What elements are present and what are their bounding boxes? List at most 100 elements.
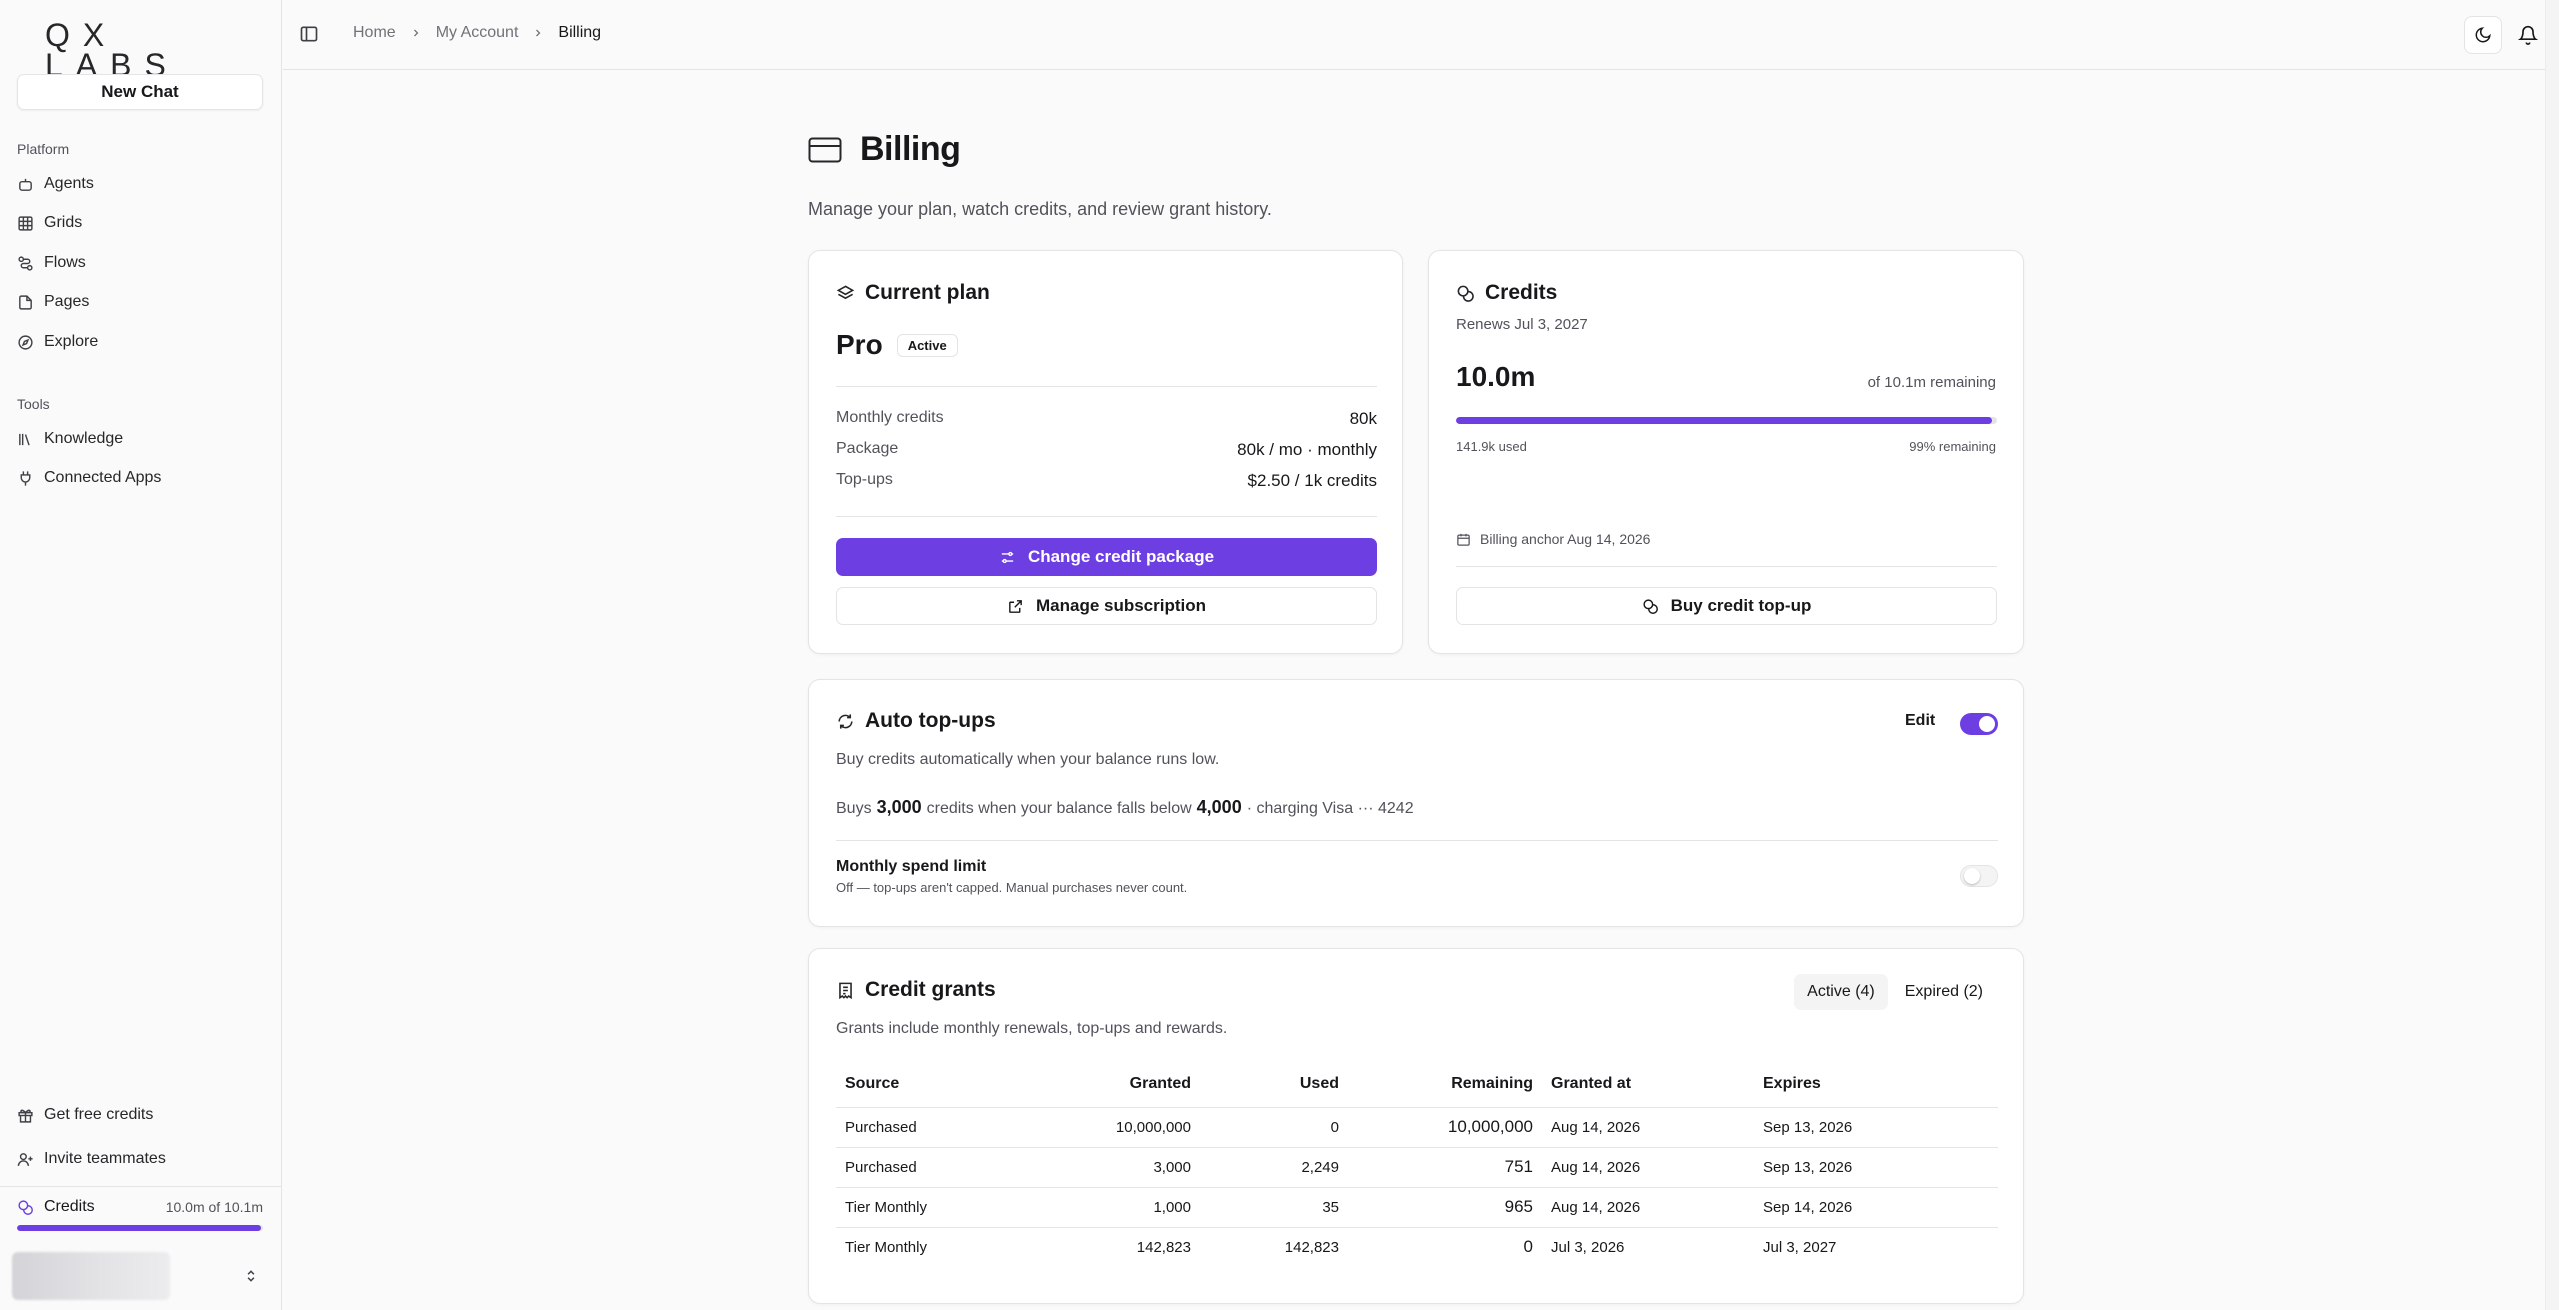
plan-name: Pro bbox=[836, 329, 883, 360]
sidebar-divider bbox=[0, 1186, 282, 1187]
notifications-button[interactable] bbox=[2509, 16, 2547, 54]
gift-icon bbox=[18, 1109, 33, 1123]
breadcrumb-my-account[interactable]: My Account bbox=[435, 24, 519, 41]
sidebar-item-label: Flows bbox=[44, 254, 86, 271]
invite-teammates-button[interactable]: Invite teammates bbox=[17, 1143, 263, 1175]
breadcrumb-home[interactable]: Home bbox=[353, 24, 396, 41]
buy-credit-top-up-label: Buy credit top-up bbox=[1670, 596, 1812, 615]
calendar-icon bbox=[1457, 533, 1470, 546]
credits-used: 141.9k used bbox=[1456, 439, 1527, 454]
library-icon bbox=[19, 433, 30, 445]
grid-icon bbox=[18, 215, 33, 231]
current-plan-heading: Current plan bbox=[836, 281, 990, 305]
sidebar-item-knowledge[interactable]: Knowledge bbox=[17, 423, 263, 455]
monthly-spend-limit-title: Monthly spend limit bbox=[836, 858, 987, 875]
theme-toggle-button[interactable] bbox=[2464, 16, 2502, 54]
chevrons-up-down-icon bbox=[247, 1270, 255, 1282]
tab-expired[interactable]: Expired (2) bbox=[1904, 983, 1983, 1000]
get-free-credits-button[interactable]: Get free credits bbox=[17, 1099, 263, 1131]
auto-topups-toggle[interactable] bbox=[1960, 713, 1998, 735]
breadcrumb: Home My Account Billing bbox=[353, 24, 601, 42]
credits-progress-fill bbox=[17, 1225, 261, 1231]
divider bbox=[1456, 566, 1997, 567]
cell-used: 0 bbox=[1200, 1107, 1348, 1148]
change-credit-package-button[interactable]: Change credit package bbox=[836, 538, 1377, 576]
credit-grants-card: Credit grants Active (4) Expired (2) Gra… bbox=[808, 948, 2024, 1304]
edit-auto-topups-button[interactable]: Edit bbox=[1905, 712, 1936, 729]
monthly-spend-limit-toggle[interactable] bbox=[1960, 865, 1998, 887]
cell-remaining: 965 bbox=[1348, 1187, 1542, 1228]
sidebar-item-connected-apps[interactable]: Connected Apps bbox=[17, 462, 263, 494]
coins-icon bbox=[1643, 598, 1658, 614]
cell-used: 35 bbox=[1200, 1187, 1348, 1228]
current-plan-title: Current plan bbox=[865, 281, 990, 304]
page-subtitle: Manage your plan, watch credits, and rev… bbox=[808, 199, 1272, 219]
sidebar-item-flows[interactable]: Flows bbox=[17, 247, 263, 279]
cell-source: Tier Monthly bbox=[836, 1187, 976, 1228]
current-plan-card: Current plan Pro Active Monthly credits … bbox=[808, 250, 1403, 654]
cell-granted: 142,823 bbox=[1136, 1238, 1191, 1256]
table-row: Purchased 3,000 2,249 751 Aug 14, 2026 S… bbox=[836, 1147, 1998, 1188]
compass-icon bbox=[18, 334, 33, 350]
table-row: Purchased 10,000,000 0 10,000,000 Aug 14… bbox=[836, 1107, 1998, 1148]
receipt-icon bbox=[839, 982, 852, 999]
sidebar-item-label: Explore bbox=[44, 333, 99, 350]
avatar bbox=[12, 1252, 170, 1300]
auto-topups-heading: Auto top-ups bbox=[836, 709, 996, 733]
manage-subscription-button[interactable]: Manage subscription bbox=[836, 587, 1377, 625]
credits-label-wrap: Credits bbox=[17, 1198, 95, 1216]
cell-granted: 1,000 bbox=[976, 1187, 1200, 1228]
auto-topups-description: Buy credits automatically when your bala… bbox=[836, 751, 1220, 768]
chevron-right-icon bbox=[536, 29, 541, 37]
buy-credit-top-up-button[interactable]: Buy credit top-up bbox=[1456, 587, 1997, 625]
chevron-right-icon bbox=[413, 29, 419, 37]
sidebar-item-agents[interactable]: Agents bbox=[17, 168, 263, 200]
sidebar-credits-meter[interactable]: Credits 10.0m of 10.1m bbox=[17, 1198, 263, 1231]
credit-card-icon bbox=[808, 137, 842, 162]
credits-progress-track bbox=[17, 1225, 263, 1231]
sidebar-item-label: Pages bbox=[44, 293, 90, 310]
sidebar-item-pages[interactable]: Pages bbox=[17, 286, 263, 318]
divider bbox=[836, 840, 1998, 841]
auto-topups-rule: Buys 3,000 credits when your balance fal… bbox=[836, 797, 1414, 818]
plan-row-package: Package 80k / mo · monthly bbox=[836, 440, 1377, 460]
workflow-icon bbox=[18, 255, 33, 271]
brand-logo[interactable]: QX LABS bbox=[45, 17, 179, 83]
rule-amount: 3,000 bbox=[876, 797, 922, 817]
page-icon bbox=[19, 294, 32, 310]
tab-active[interactable]: Active (4) bbox=[1794, 974, 1888, 1010]
rule-threshold: 4,000 bbox=[1196, 797, 1242, 817]
plan-row-label: Monthly credits bbox=[836, 409, 944, 426]
cell-source: Tier Monthly bbox=[845, 1238, 927, 1256]
credits-amount: 10.0m of 10.1m bbox=[165, 1199, 263, 1215]
rule-mid: credits when your balance falls below bbox=[926, 800, 1192, 817]
sidebar-section-tools: Tools bbox=[17, 396, 50, 412]
cell-remaining: 751 bbox=[1348, 1147, 1542, 1188]
billing-anchor-text: Billing anchor Aug 14, 2026 bbox=[1480, 531, 1651, 547]
new-chat-button[interactable]: New Chat bbox=[17, 74, 263, 110]
moon-icon bbox=[2475, 27, 2491, 43]
credits-card: Credits Renews Jul 3, 2027 10.0m of 10.1… bbox=[1428, 250, 2024, 654]
toggle-knob bbox=[1964, 868, 1980, 884]
divider bbox=[836, 516, 1377, 517]
layers-icon bbox=[836, 284, 855, 299]
sidebar-item-explore[interactable]: Explore bbox=[17, 326, 263, 358]
plan-row-value: 80k bbox=[1349, 409, 1377, 428]
column-header-source: Source bbox=[836, 1061, 976, 1108]
cell-expires: Jul 3, 2027 bbox=[1763, 1238, 1837, 1256]
page-scrollbar[interactable] bbox=[2545, 0, 2559, 1310]
toggle-knob bbox=[1979, 716, 1995, 732]
cell-source: Purchased bbox=[836, 1107, 976, 1148]
change-credit-package-label: Change credit package bbox=[1027, 547, 1215, 566]
cell-remaining: 10,000,000 bbox=[1348, 1107, 1542, 1148]
credits-of-total: of 10.1m remaining bbox=[1867, 374, 1996, 391]
table-row: Tier Monthly 1,000 35 965 Aug 14, 2026 S… bbox=[836, 1187, 1998, 1228]
sidebar-toggle-icon[interactable] bbox=[299, 24, 319, 44]
rule-prefix: Buys bbox=[836, 800, 872, 817]
auto-topups-card: Auto top-ups Edit Buy credits automatica… bbox=[808, 679, 2024, 927]
sidebar-item-grids[interactable]: Grids bbox=[17, 207, 263, 239]
credit-grants-heading: Credit grants bbox=[836, 978, 996, 1002]
user-menu[interactable] bbox=[12, 1252, 268, 1300]
credits-remaining-pct: 99% remaining bbox=[1909, 439, 1996, 454]
billing-anchor: Billing anchor Aug 14, 2026 bbox=[1456, 531, 1650, 547]
